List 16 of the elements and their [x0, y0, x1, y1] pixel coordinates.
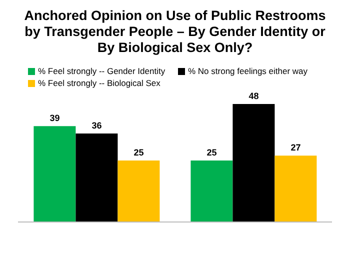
legend-label: % No strong feelings either way	[188, 66, 308, 76]
legend-label: % Feel strongly -- Gender Identity	[38, 66, 166, 76]
data-label: 39	[50, 113, 60, 124]
bar	[34, 126, 76, 222]
data-label: 36	[92, 120, 102, 130]
legend-label: % Feel strongly -- Biological Sex	[38, 78, 160, 88]
data-label: 25	[134, 148, 144, 158]
bar	[118, 160, 160, 222]
bar	[232, 104, 275, 222]
data-label: 27	[290, 142, 301, 153]
bar	[190, 160, 233, 222]
bar	[76, 134, 118, 222]
bar	[274, 156, 317, 222]
data-label: 48	[248, 91, 259, 101]
chart-title: Anchored Opinion on Use of Public Restrooms by Transgender People – By Gender Identity or By Biological Sex Only?	[23, 8, 327, 56]
data-label: 25	[206, 148, 217, 158]
